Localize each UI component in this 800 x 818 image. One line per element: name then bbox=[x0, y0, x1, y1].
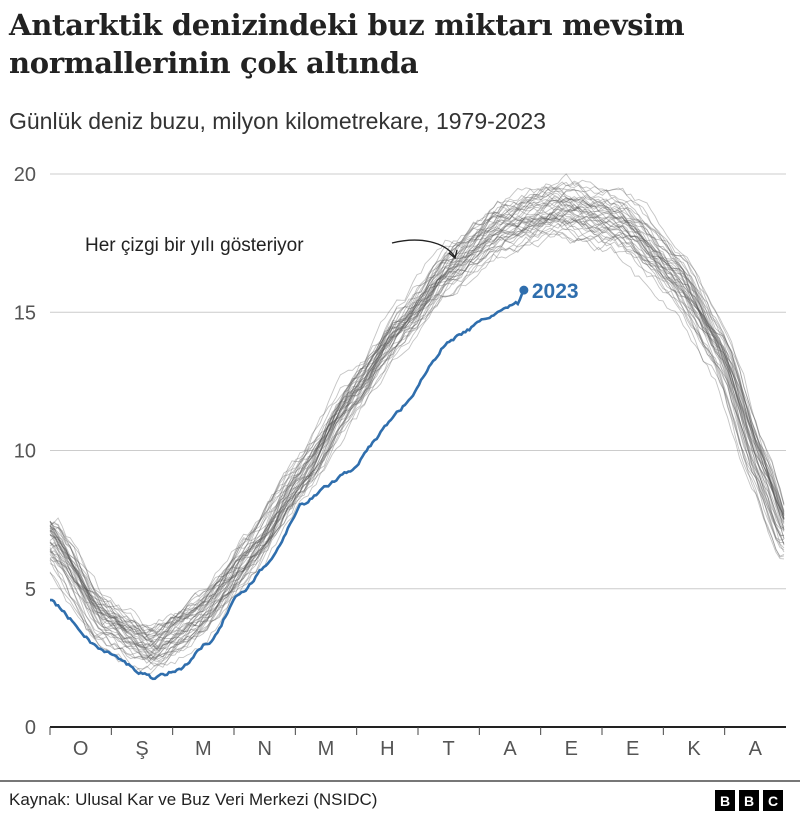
year-line bbox=[49, 187, 785, 647]
line-chart: 0 5 10 15 20 O Ş M N M H T A E E K A 2023 Her çizgi bir yı… bbox=[14, 164, 786, 760]
year-line bbox=[49, 196, 785, 653]
year-line bbox=[49, 193, 785, 657]
x-tick-label: E bbox=[565, 738, 578, 760]
year-line bbox=[49, 173, 785, 639]
year-line bbox=[49, 196, 785, 639]
year-line bbox=[49, 217, 785, 660]
annotation-arrow bbox=[391, 239, 456, 258]
year-line bbox=[49, 217, 785, 656]
series-label: 2023 bbox=[532, 280, 579, 303]
year-line bbox=[49, 208, 785, 663]
year-line bbox=[49, 207, 785, 656]
year-line bbox=[49, 196, 785, 641]
source-text: Kaynak: Ulusal Kar ve Buz Veri Merkezi (… bbox=[9, 790, 378, 809]
year-line bbox=[49, 186, 785, 652]
year-line bbox=[49, 227, 785, 647]
year-line bbox=[49, 206, 785, 652]
x-tick-label: H bbox=[380, 738, 394, 760]
year-line bbox=[49, 228, 785, 676]
y-tick-label: 0 bbox=[25, 717, 36, 739]
y-tick-label: 15 bbox=[14, 302, 36, 324]
footer-divider bbox=[0, 780, 800, 782]
x-tick-label: A bbox=[749, 738, 763, 760]
year-line bbox=[49, 213, 785, 643]
annotation-arrowhead bbox=[448, 249, 458, 260]
x-tick-label: A bbox=[503, 738, 517, 760]
year-line bbox=[49, 211, 785, 664]
year-line bbox=[49, 200, 785, 638]
chart-subtitle: Günlük deniz buzu, milyon kilometrekare,… bbox=[9, 108, 546, 134]
year-line bbox=[49, 194, 785, 636]
year-line bbox=[49, 208, 785, 655]
year-line bbox=[49, 212, 785, 660]
year-line bbox=[49, 213, 785, 648]
year-line bbox=[49, 192, 785, 654]
year-line bbox=[49, 186, 785, 641]
year-line bbox=[49, 201, 785, 661]
y-tick-label: 5 bbox=[25, 579, 36, 601]
year-line bbox=[49, 215, 785, 648]
y-tick-label: 10 bbox=[14, 441, 36, 463]
year-line bbox=[49, 227, 785, 661]
series-line-2023 bbox=[50, 289, 526, 681]
x-tick-label: Ş bbox=[135, 738, 148, 760]
year-line bbox=[49, 199, 785, 628]
year-line bbox=[49, 195, 785, 634]
year-line bbox=[49, 179, 785, 636]
year-line bbox=[49, 192, 785, 634]
year-line bbox=[49, 208, 785, 632]
x-tick-label: T bbox=[443, 738, 455, 760]
x-tick-label: E bbox=[626, 738, 639, 760]
series-endpoint bbox=[519, 285, 529, 295]
year-line bbox=[49, 200, 785, 659]
x-tick-label: M bbox=[195, 738, 212, 760]
year-line bbox=[49, 210, 785, 649]
x-tick-label: K bbox=[687, 738, 701, 760]
year-line bbox=[49, 204, 785, 633]
year-line bbox=[49, 181, 785, 649]
year-line bbox=[49, 190, 785, 650]
year-line bbox=[49, 182, 785, 643]
year-line bbox=[49, 231, 785, 662]
year-line bbox=[49, 209, 785, 667]
x-tick-label: N bbox=[257, 738, 271, 760]
y-tick-label: 20 bbox=[14, 164, 36, 186]
x-tick-label: M bbox=[318, 738, 335, 760]
year-line bbox=[49, 215, 785, 673]
year-line bbox=[49, 218, 785, 668]
year-line bbox=[49, 220, 785, 661]
year-line bbox=[49, 218, 785, 674]
chart-title: Antarktik denizindeki buz miktarı mevsim… bbox=[9, 8, 685, 80]
annotation-text: Her çizgi bir yılı gösteriyor bbox=[85, 235, 304, 256]
x-tick-label: O bbox=[73, 738, 89, 760]
year-line bbox=[49, 188, 785, 633]
